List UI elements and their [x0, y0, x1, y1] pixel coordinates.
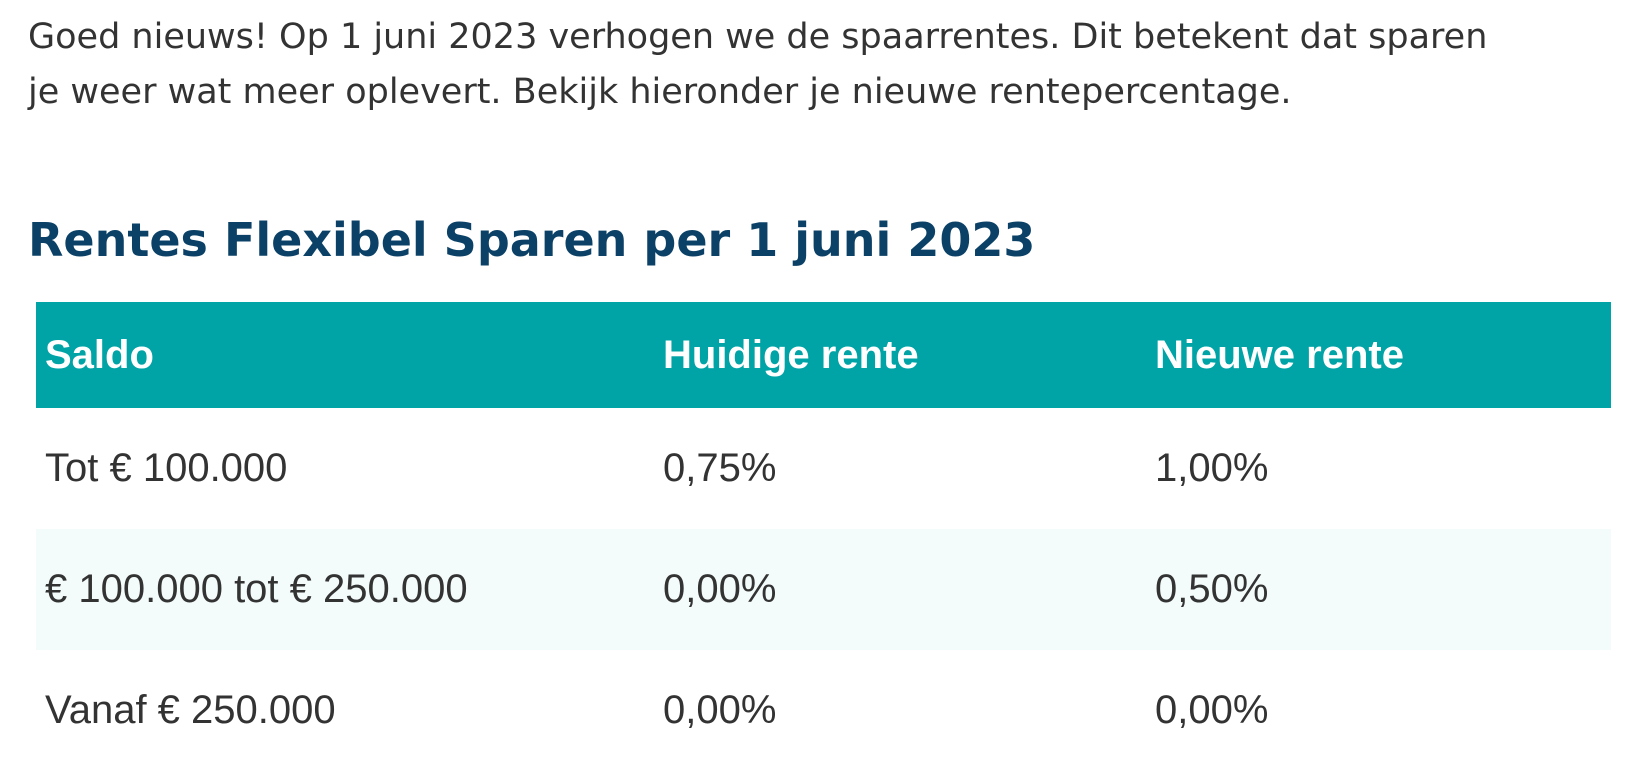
- header-huidige-rente: Huidige rente: [654, 302, 1146, 408]
- cell-huidige-rente: 0,75%: [663, 446, 777, 490]
- cell-saldo: € 100.000 tot € 250.000: [36, 529, 654, 650]
- cell-saldo: Tot € 100.000: [45, 446, 288, 490]
- section-heading: Rentes Flexibel Sparen per 1 juni 2023: [28, 213, 1036, 267]
- intro-line-2: je weer wat meer oplevert. Bekijk hieron…: [28, 72, 1292, 112]
- cell-saldo: Vanaf € 250.000: [45, 688, 336, 732]
- table-row: € 100.000 tot € 250.000 0,00% 0,50%: [36, 529, 1611, 650]
- header-nieuwe-rente: Nieuwe rente: [1146, 302, 1611, 408]
- header-saldo: Saldo: [36, 302, 654, 408]
- table-header-row: Saldo Huidige rente Nieuwe rente: [36, 302, 1611, 408]
- cell-huidige-rente: 0,00%: [663, 688, 777, 732]
- cell-nieuwe-rente: 1,00%: [1155, 446, 1269, 490]
- interest-rates-table: Saldo Huidige rente Nieuwe rente Tot € 1…: [36, 302, 1611, 767]
- intro-paragraph: Goed nieuws! Op 1 juni 2023 verhogen we …: [28, 10, 1618, 120]
- table-row: Vanaf € 250.000 0,00% 0,00%: [36, 650, 1611, 767]
- cell-nieuwe-rente: 0,50%: [1146, 529, 1611, 650]
- intro-line-1: Goed nieuws! Op 1 juni 2023 verhogen we …: [28, 17, 1488, 57]
- cell-nieuwe-rente: 0,00%: [1155, 688, 1269, 732]
- cell-huidige-rente: 0,00%: [654, 529, 1146, 650]
- table-row: Tot € 100.000 0,75% 1,00%: [36, 408, 1611, 529]
